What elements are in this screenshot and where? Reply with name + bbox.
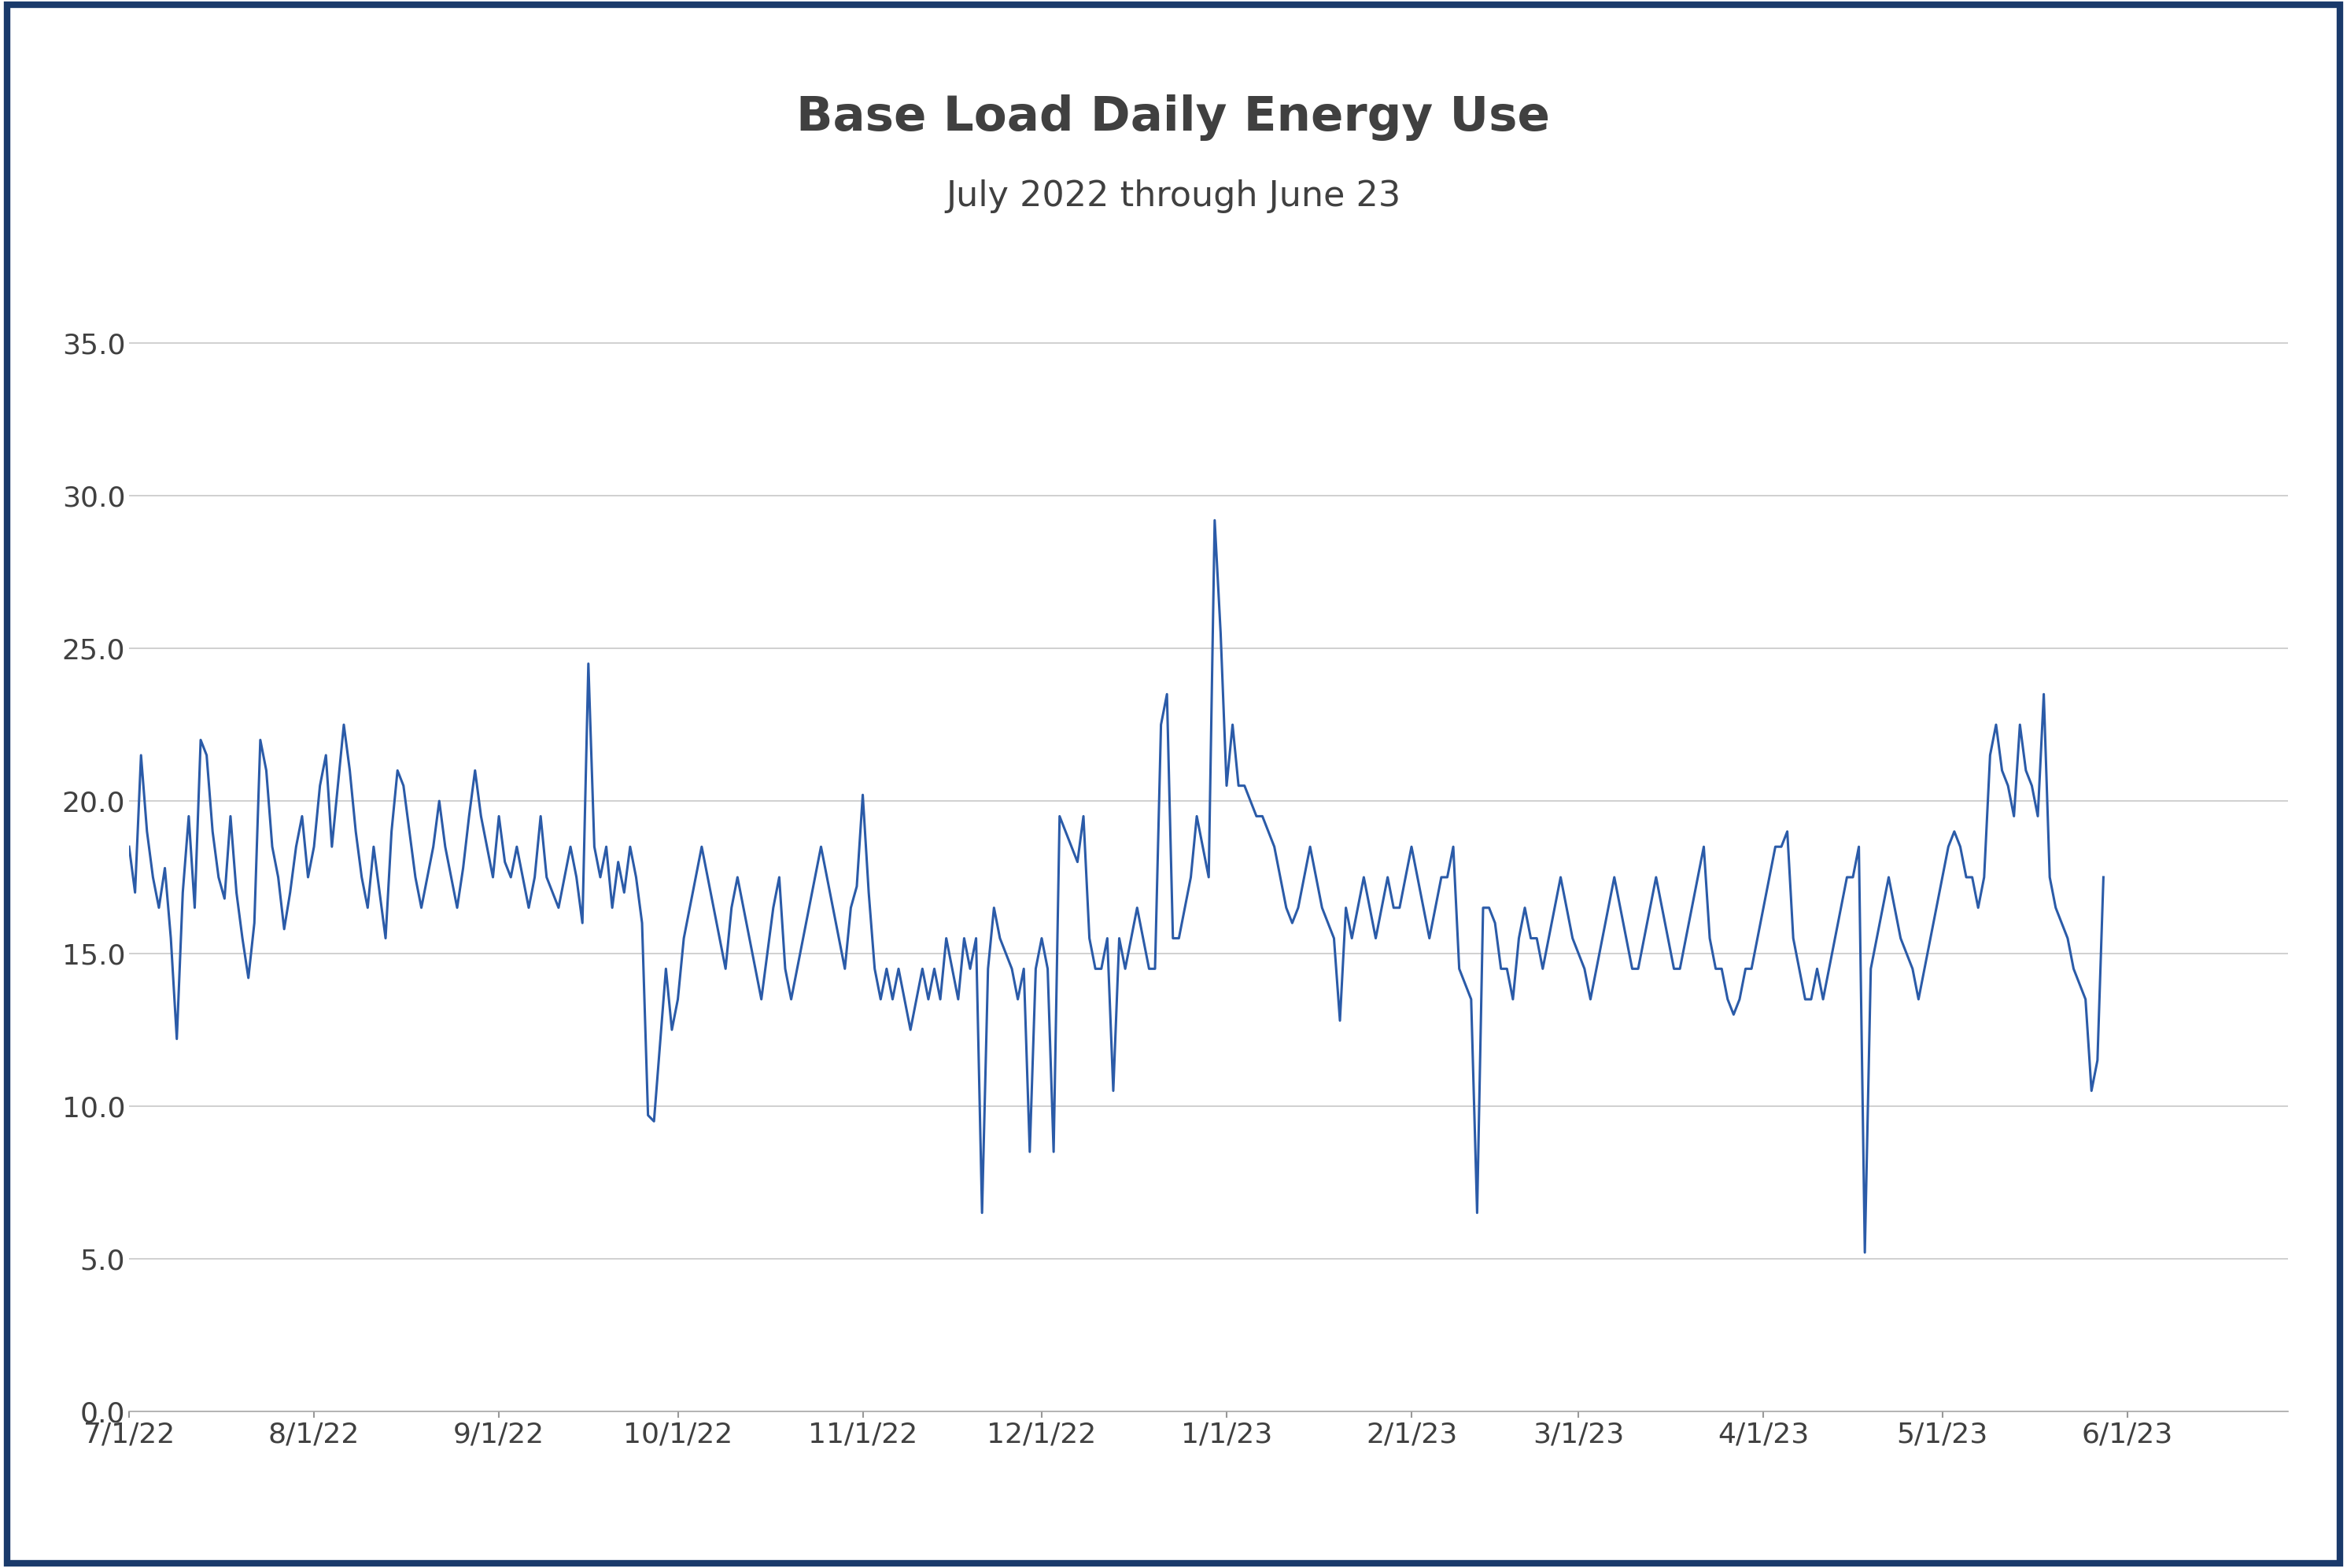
Text: July 2022 through June 23: July 2022 through June 23 xyxy=(946,179,1401,213)
Text: Base Load Daily Energy Use: Base Load Daily Energy Use xyxy=(796,94,1551,141)
